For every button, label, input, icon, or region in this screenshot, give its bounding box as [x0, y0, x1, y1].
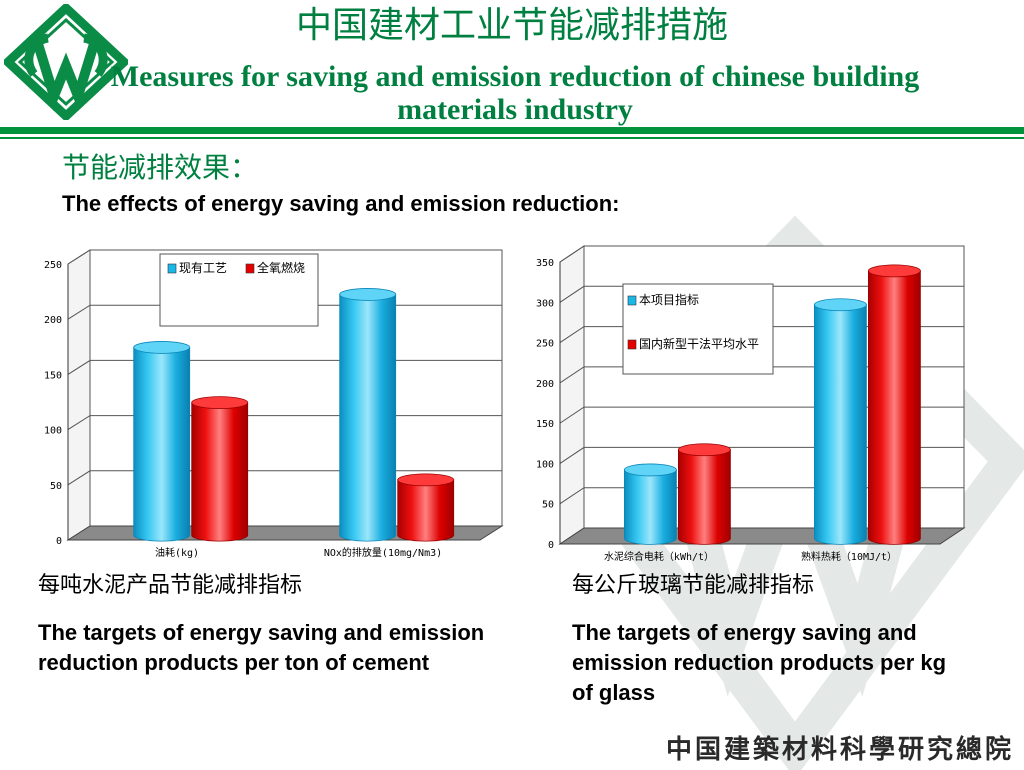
- x-category-label: NOx的排放量(10mg/Nm3): [324, 546, 442, 559]
- x-category-label: 熟料热耗（10MJ/t）: [801, 550, 897, 563]
- gridline: [559, 285, 964, 303]
- left-caption-cn: 每吨水泥产品节能减排指标: [38, 573, 303, 598]
- cbma-logo: [4, 4, 128, 120]
- y-tick-label: 100: [44, 426, 62, 437]
- bar-series2-1: [867, 264, 921, 545]
- bar-series1-1: [813, 298, 867, 545]
- cement-chart: 0 50 100 150 200 250 油耗(kg) NOx的排放量(10mg/Nm3) 现有…: [44, 249, 504, 559]
- y-tick-label: 50: [542, 500, 554, 511]
- x-category-label: 油耗(kg): [155, 546, 199, 559]
- section-heading-en: The effects of energy saving and emissio…: [62, 191, 620, 216]
- bar-series2-0: [677, 443, 731, 545]
- legend-swatch: [627, 295, 637, 306]
- y-tick-label: 250: [536, 339, 554, 350]
- y-tick-label: 250: [44, 260, 62, 271]
- bar-series2-0: [191, 396, 249, 542]
- legend-label: 国内新型干法平均水平: [639, 336, 759, 351]
- page-title: 中国建材工业节能减排措施: [295, 5, 728, 46]
- glass-chart: 0 50 100 150 200 250 300 350 水泥综合电耗（kWh/t） 熟料热耗（1…: [536, 245, 966, 563]
- gridline: [559, 245, 964, 263]
- legend-swatch: [245, 263, 255, 274]
- legend: 现有工艺 全氧燃烧: [159, 253, 319, 327]
- legend-label: 现有工艺: [179, 261, 227, 275]
- y-tick-label: 50: [50, 481, 62, 492]
- y-tick-label: 0: [56, 536, 62, 547]
- bar-series1-1: [339, 288, 397, 542]
- header-divider-thin: [0, 137, 1024, 139]
- bar-series2-1: [397, 473, 455, 542]
- side-wall: [559, 245, 585, 545]
- legend-swatch: [627, 339, 637, 350]
- y-tick-label: 350: [536, 258, 554, 269]
- footer-brand: 中国建築材料科學研究總院: [665, 735, 1014, 765]
- right-caption-cn: 每公斤玻璃节能减排指标: [572, 573, 815, 598]
- bar-series1-0: [133, 341, 191, 542]
- left-caption-en: The targets of energy saving and emissio…: [38, 620, 485, 675]
- section-heading-cn: 节能减排效果：: [62, 151, 259, 184]
- y-tick-label: 150: [536, 419, 554, 430]
- right-caption-en: The targets of energy saving and emissio…: [572, 620, 947, 705]
- header-divider: [0, 127, 1024, 134]
- y-tick-label: 200: [536, 379, 554, 390]
- bar-series1-0: [624, 463, 677, 545]
- y-tick-label: 100: [536, 459, 554, 470]
- y-tick-label: 200: [44, 315, 62, 326]
- y-tick-label: 300: [536, 298, 554, 309]
- x-category-label: 水泥综合电耗（kWh/t）: [604, 550, 714, 563]
- legend-label: 全氧燃烧: [257, 260, 305, 275]
- side-wall: [67, 249, 91, 541]
- legend-swatch: [167, 263, 177, 274]
- legend-label: 本项目指标: [639, 292, 699, 307]
- y-tick-label: 150: [44, 370, 62, 381]
- gridline: [67, 249, 502, 265]
- page-subtitle: Measures for saving and emission reducti…: [110, 60, 920, 126]
- y-tick-label: 0: [548, 540, 554, 551]
